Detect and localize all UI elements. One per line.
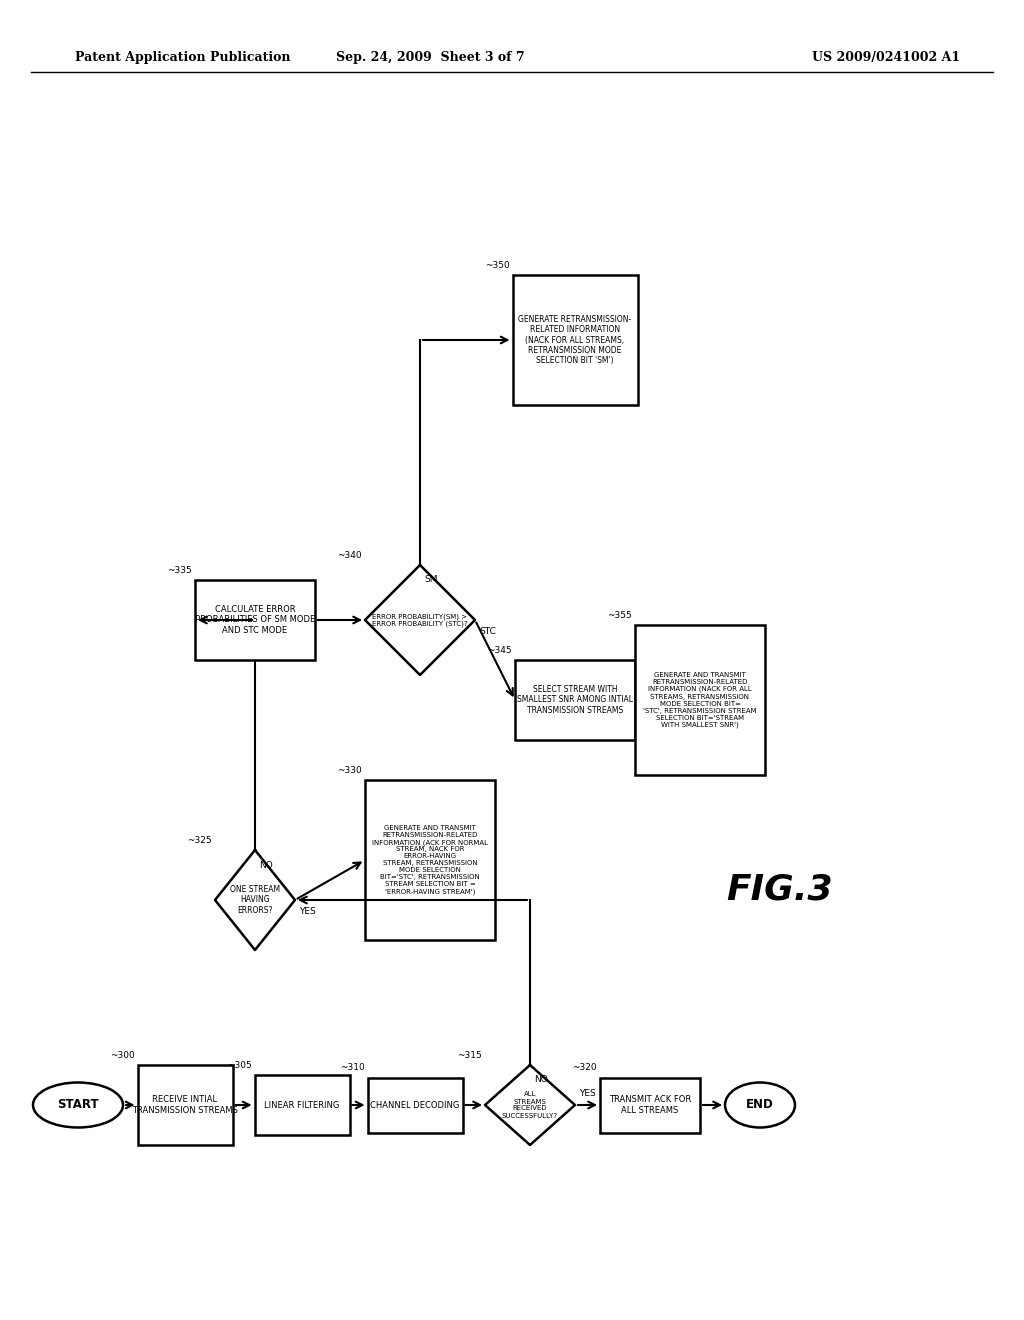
Text: NO: NO	[534, 1076, 548, 1085]
Text: Patent Application Publication: Patent Application Publication	[75, 51, 291, 65]
Text: ONE STREAM
HAVING
ERRORS?: ONE STREAM HAVING ERRORS?	[230, 886, 280, 915]
FancyBboxPatch shape	[368, 1077, 463, 1133]
FancyBboxPatch shape	[635, 624, 765, 775]
FancyBboxPatch shape	[512, 275, 638, 405]
Text: LINEAR FILTERING: LINEAR FILTERING	[264, 1101, 340, 1110]
Text: ~335: ~335	[167, 566, 193, 576]
FancyBboxPatch shape	[137, 1065, 232, 1144]
Text: YES: YES	[579, 1089, 596, 1097]
Text: ~350: ~350	[484, 261, 510, 271]
Text: Sep. 24, 2009  Sheet 3 of 7: Sep. 24, 2009 Sheet 3 of 7	[336, 51, 524, 65]
Text: ~340: ~340	[337, 550, 362, 560]
Text: END: END	[746, 1098, 774, 1111]
Text: US 2009/0241002 A1: US 2009/0241002 A1	[812, 51, 961, 65]
Polygon shape	[215, 850, 295, 950]
Text: RECEIVE INTIAL
TRANSMISSION STREAMS: RECEIVE INTIAL TRANSMISSION STREAMS	[132, 1096, 238, 1114]
FancyBboxPatch shape	[515, 660, 635, 741]
Text: FIG.3: FIG.3	[727, 873, 834, 907]
Text: GENERATE AND TRANSMIT
RETRANSMISSION-RELATED
INFORMATION (ACK FOR NORMAL
STREAM,: GENERATE AND TRANSMIT RETRANSMISSION-REL…	[372, 825, 488, 895]
Text: SELECT STREAM WITH
SMALLEST SNR AMONG INTIAL
TRANSMISSION STREAMS: SELECT STREAM WITH SMALLEST SNR AMONG IN…	[517, 685, 633, 715]
Ellipse shape	[33, 1082, 123, 1127]
Text: NO: NO	[259, 861, 272, 870]
Text: CHANNEL DECODING: CHANNEL DECODING	[371, 1101, 460, 1110]
FancyBboxPatch shape	[600, 1077, 700, 1133]
Text: ~305: ~305	[226, 1061, 252, 1071]
Text: GENERATE RETRANSMISSION-
RELATED INFORMATION
(NACK FOR ALL STREAMS,
RETRANSMISSI: GENERATE RETRANSMISSION- RELATED INFORMA…	[518, 314, 632, 366]
Text: ~315: ~315	[458, 1051, 482, 1060]
Text: START: START	[57, 1098, 98, 1111]
Text: CALCULATE ERROR
PROBABILITIES OF SM MODE
AND STC MODE: CALCULATE ERROR PROBABILITIES OF SM MODE…	[195, 605, 315, 635]
Polygon shape	[365, 565, 475, 675]
Text: ~310: ~310	[340, 1064, 365, 1072]
Text: ERROR PROBABILITY(SM) >
ERROR PROBABILITY (STC)?: ERROR PROBABILITY(SM) > ERROR PROBABILIT…	[372, 612, 468, 627]
Text: GENERATE AND TRANSMIT
RETRANSMISSION-RELATED
INFORMATION (NACK FOR ALL
STREAMS, : GENERATE AND TRANSMIT RETRANSMISSION-REL…	[643, 672, 757, 729]
Text: ~355: ~355	[607, 611, 632, 620]
Text: ~300: ~300	[110, 1051, 134, 1060]
Ellipse shape	[725, 1082, 795, 1127]
FancyBboxPatch shape	[365, 780, 495, 940]
Text: ~345: ~345	[487, 645, 512, 655]
FancyBboxPatch shape	[255, 1074, 349, 1135]
Text: YES: YES	[299, 908, 315, 916]
Text: STC: STC	[479, 627, 496, 636]
FancyBboxPatch shape	[195, 579, 315, 660]
Text: SM: SM	[424, 576, 437, 585]
Polygon shape	[485, 1065, 575, 1144]
Text: ~325: ~325	[187, 836, 212, 845]
Text: TRANSMIT ACK FOR
ALL STREAMS: TRANSMIT ACK FOR ALL STREAMS	[609, 1096, 691, 1114]
Text: ~330: ~330	[337, 766, 362, 775]
Text: ~320: ~320	[572, 1064, 597, 1072]
Text: ALL
STREAMS
RECEIVED
SUCCESSFULLY?: ALL STREAMS RECEIVED SUCCESSFULLY?	[502, 1092, 558, 1118]
